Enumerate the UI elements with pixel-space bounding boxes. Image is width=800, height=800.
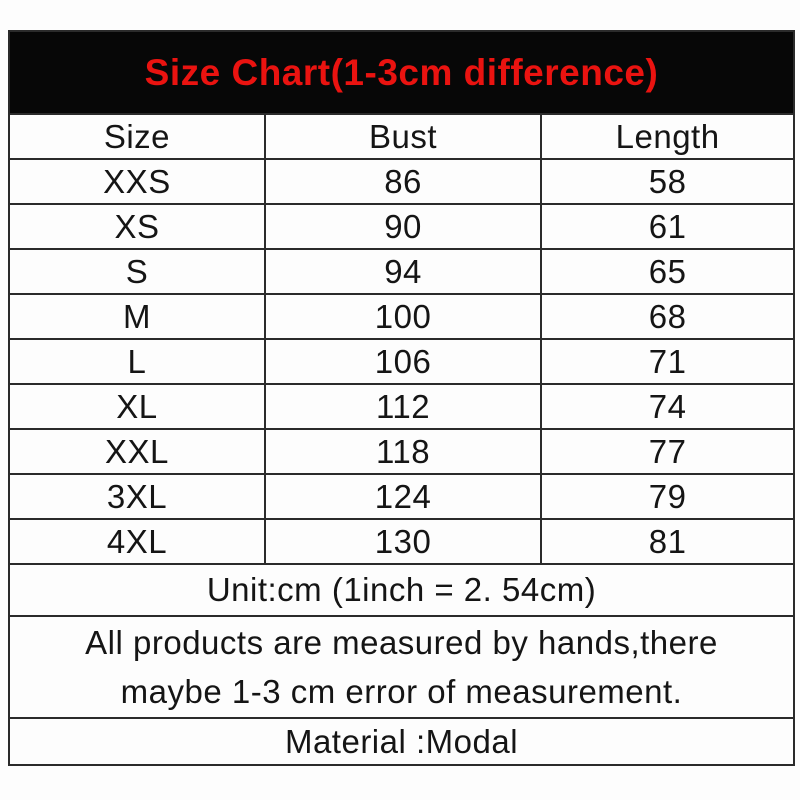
measure-note-line2: maybe 1-3 cm error of measurement. bbox=[120, 673, 683, 710]
chart-title: Size Chart(1-3cm difference) bbox=[144, 51, 659, 93]
size-chart-container: Size Chart(1-3cm difference) Size Bust L… bbox=[8, 30, 795, 766]
material-note-row: Material :Modal bbox=[8, 717, 795, 766]
unit-note-row: Unit:cm (1inch = 2. 54cm) bbox=[8, 563, 795, 617]
bust-cell: 130 bbox=[263, 518, 543, 565]
length-cell: 77 bbox=[540, 428, 795, 475]
size-cell: 3XL bbox=[8, 473, 266, 520]
header-row: Size Bust Length bbox=[8, 113, 795, 160]
length-cell: 68 bbox=[540, 293, 795, 340]
table-row: XXL 118 77 bbox=[8, 428, 795, 475]
size-cell: XXS bbox=[8, 158, 266, 205]
bust-cell: 118 bbox=[263, 428, 543, 475]
table-row: XL 112 74 bbox=[8, 383, 795, 430]
material-note: Material :Modal bbox=[8, 717, 795, 766]
table-row: XXS 86 58 bbox=[8, 158, 795, 205]
size-cell: M bbox=[8, 293, 266, 340]
size-cell: XXL bbox=[8, 428, 266, 475]
bust-cell: 90 bbox=[263, 203, 543, 250]
length-cell: 71 bbox=[540, 338, 795, 385]
table-row: XS 90 61 bbox=[8, 203, 795, 250]
length-cell: 74 bbox=[540, 383, 795, 430]
bust-cell: 124 bbox=[263, 473, 543, 520]
bust-cell: 106 bbox=[263, 338, 543, 385]
bust-cell: 94 bbox=[263, 248, 543, 295]
size-cell: 4XL bbox=[8, 518, 266, 565]
bust-cell: 86 bbox=[263, 158, 543, 205]
table-row: S 94 65 bbox=[8, 248, 795, 295]
size-cell: L bbox=[8, 338, 266, 385]
size-chart-table: Size Chart(1-3cm difference) Size Bust L… bbox=[8, 30, 795, 766]
size-cell: XL bbox=[8, 383, 266, 430]
length-cell: 58 bbox=[540, 158, 795, 205]
header-size: Size bbox=[8, 113, 266, 160]
banner-row: Size Chart(1-3cm difference) bbox=[8, 30, 795, 115]
bust-cell: 112 bbox=[263, 383, 543, 430]
size-cell: S bbox=[8, 248, 266, 295]
measure-note-line1: All products are measured by hands,there bbox=[85, 624, 718, 661]
banner: Size Chart(1-3cm difference) bbox=[8, 30, 795, 115]
table-row: 3XL 124 79 bbox=[8, 473, 795, 520]
measure-note: All products are measured by hands,there… bbox=[8, 615, 795, 719]
unit-note: Unit:cm (1inch = 2. 54cm) bbox=[8, 563, 795, 617]
length-cell: 81 bbox=[540, 518, 795, 565]
table-row: M 100 68 bbox=[8, 293, 795, 340]
bust-cell: 100 bbox=[263, 293, 543, 340]
length-cell: 61 bbox=[540, 203, 795, 250]
header-length: Length bbox=[540, 113, 795, 160]
header-bust: Bust bbox=[263, 113, 543, 160]
measure-note-row: All products are measured by hands,there… bbox=[8, 615, 795, 719]
length-cell: 65 bbox=[540, 248, 795, 295]
length-cell: 79 bbox=[540, 473, 795, 520]
table-row: 4XL 130 81 bbox=[8, 518, 795, 565]
size-cell: XS bbox=[8, 203, 266, 250]
table-row: L 106 71 bbox=[8, 338, 795, 385]
